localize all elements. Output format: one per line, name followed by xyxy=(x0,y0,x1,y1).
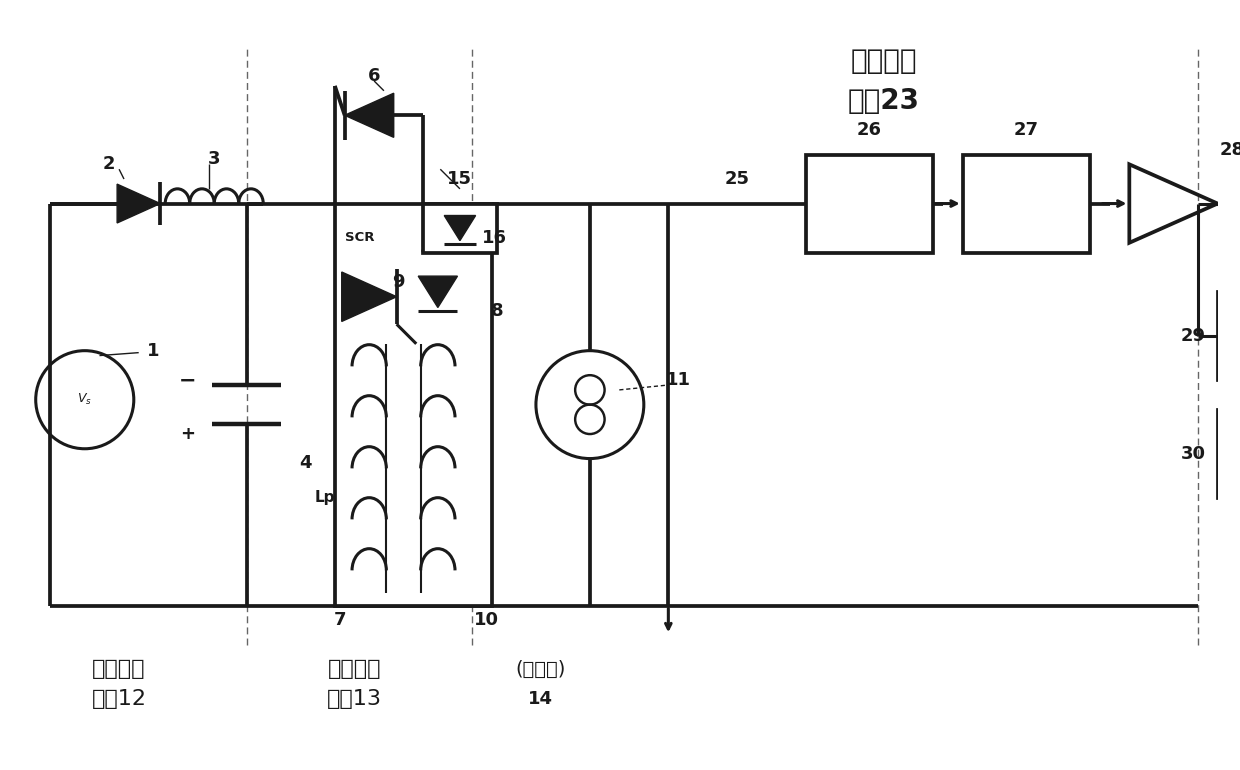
Bar xyxy=(806,155,934,253)
Text: 16: 16 xyxy=(482,229,507,247)
Bar xyxy=(1218,292,1240,380)
Text: 7: 7 xyxy=(334,611,346,629)
Text: 8: 8 xyxy=(490,303,503,320)
Text: 电路12: 电路12 xyxy=(92,689,146,709)
Text: $V_s$: $V_s$ xyxy=(77,392,92,407)
Text: 初级充电: 初级充电 xyxy=(92,659,146,679)
Text: (高电压): (高电压) xyxy=(516,660,565,679)
Text: 30: 30 xyxy=(1180,444,1205,463)
Text: 线圈驱动: 线圈驱动 xyxy=(327,659,381,679)
Text: 26: 26 xyxy=(857,121,882,139)
Text: +: + xyxy=(180,425,195,443)
Text: 电离检测: 电离检测 xyxy=(851,47,918,75)
Text: Lp: Lp xyxy=(315,490,335,505)
Text: −: − xyxy=(179,370,196,390)
Text: 9: 9 xyxy=(392,273,405,291)
Polygon shape xyxy=(418,276,458,307)
Text: 3: 3 xyxy=(208,150,221,169)
Text: 5: 5 xyxy=(420,239,433,256)
Text: 29: 29 xyxy=(1180,327,1205,345)
Bar xyxy=(423,203,497,253)
Text: 电路13: 电路13 xyxy=(327,689,382,709)
Bar xyxy=(1218,410,1240,497)
Text: 10: 10 xyxy=(475,611,500,629)
Polygon shape xyxy=(345,93,394,137)
Text: 4: 4 xyxy=(299,454,311,473)
Bar xyxy=(335,203,492,606)
Polygon shape xyxy=(342,272,397,321)
Text: 27: 27 xyxy=(1014,121,1039,139)
Text: 6: 6 xyxy=(368,67,381,85)
Text: 2: 2 xyxy=(103,156,115,173)
Bar xyxy=(962,155,1090,253)
Text: 28: 28 xyxy=(1220,141,1240,159)
Text: 电路23: 电路23 xyxy=(848,86,920,115)
Polygon shape xyxy=(117,184,160,223)
Text: 11: 11 xyxy=(666,371,691,389)
Text: 1: 1 xyxy=(148,342,160,360)
Text: 14: 14 xyxy=(528,690,553,708)
Text: 15: 15 xyxy=(448,170,472,188)
Text: 25: 25 xyxy=(724,170,749,188)
Text: SCR: SCR xyxy=(345,231,374,244)
Polygon shape xyxy=(444,216,476,240)
